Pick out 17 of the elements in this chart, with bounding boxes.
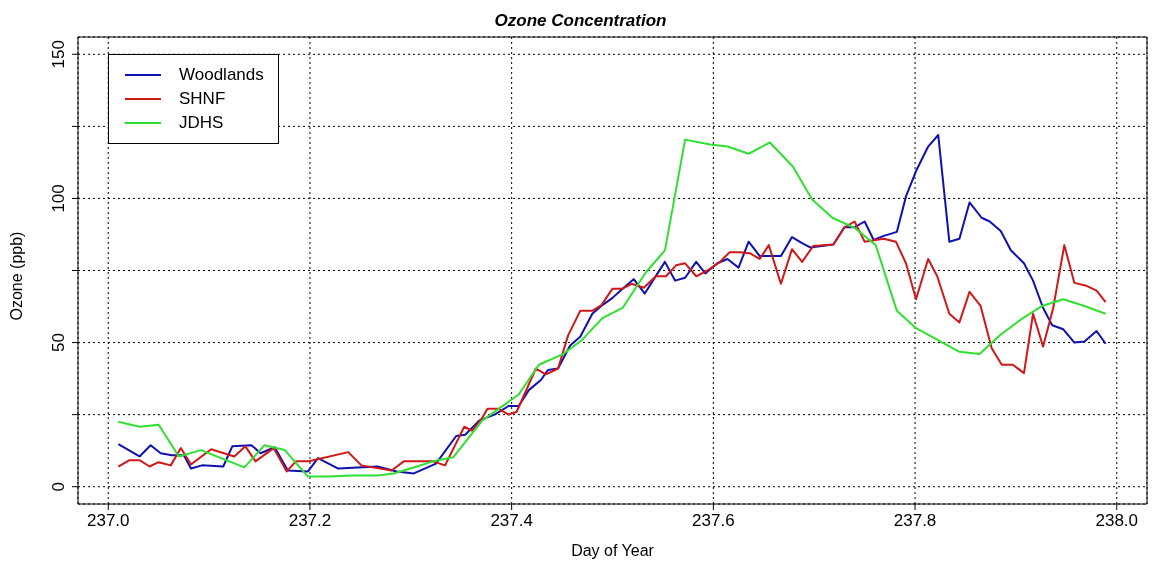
line-series	[117, 220, 1107, 473]
chart-title: Ozone Concentration	[493, 10, 668, 32]
x-tick-label: 237.4	[490, 511, 533, 530]
legend-label: Woodlands	[179, 65, 264, 85]
x-tick-label: 237.0	[86, 511, 130, 530]
legend-label: SHNF	[179, 89, 226, 109]
y-tick-label: 0	[49, 481, 68, 492]
x-tick-label: 237.2	[288, 511, 332, 530]
legend-label: JDHS	[179, 113, 224, 133]
y-tick-label: 150	[49, 40, 68, 69]
x-tick-label: 237.8	[893, 511, 937, 530]
y-axis-title: Ozone (ppb)	[7, 231, 25, 321]
x-tick-label: 237.6	[692, 511, 735, 530]
x-axis-title: Day of Year	[571, 542, 655, 559]
y-tick-label: 100	[49, 184, 68, 213]
x-tick-label: 238.0	[1095, 511, 1139, 530]
y-tick-label: 50	[49, 333, 68, 353]
